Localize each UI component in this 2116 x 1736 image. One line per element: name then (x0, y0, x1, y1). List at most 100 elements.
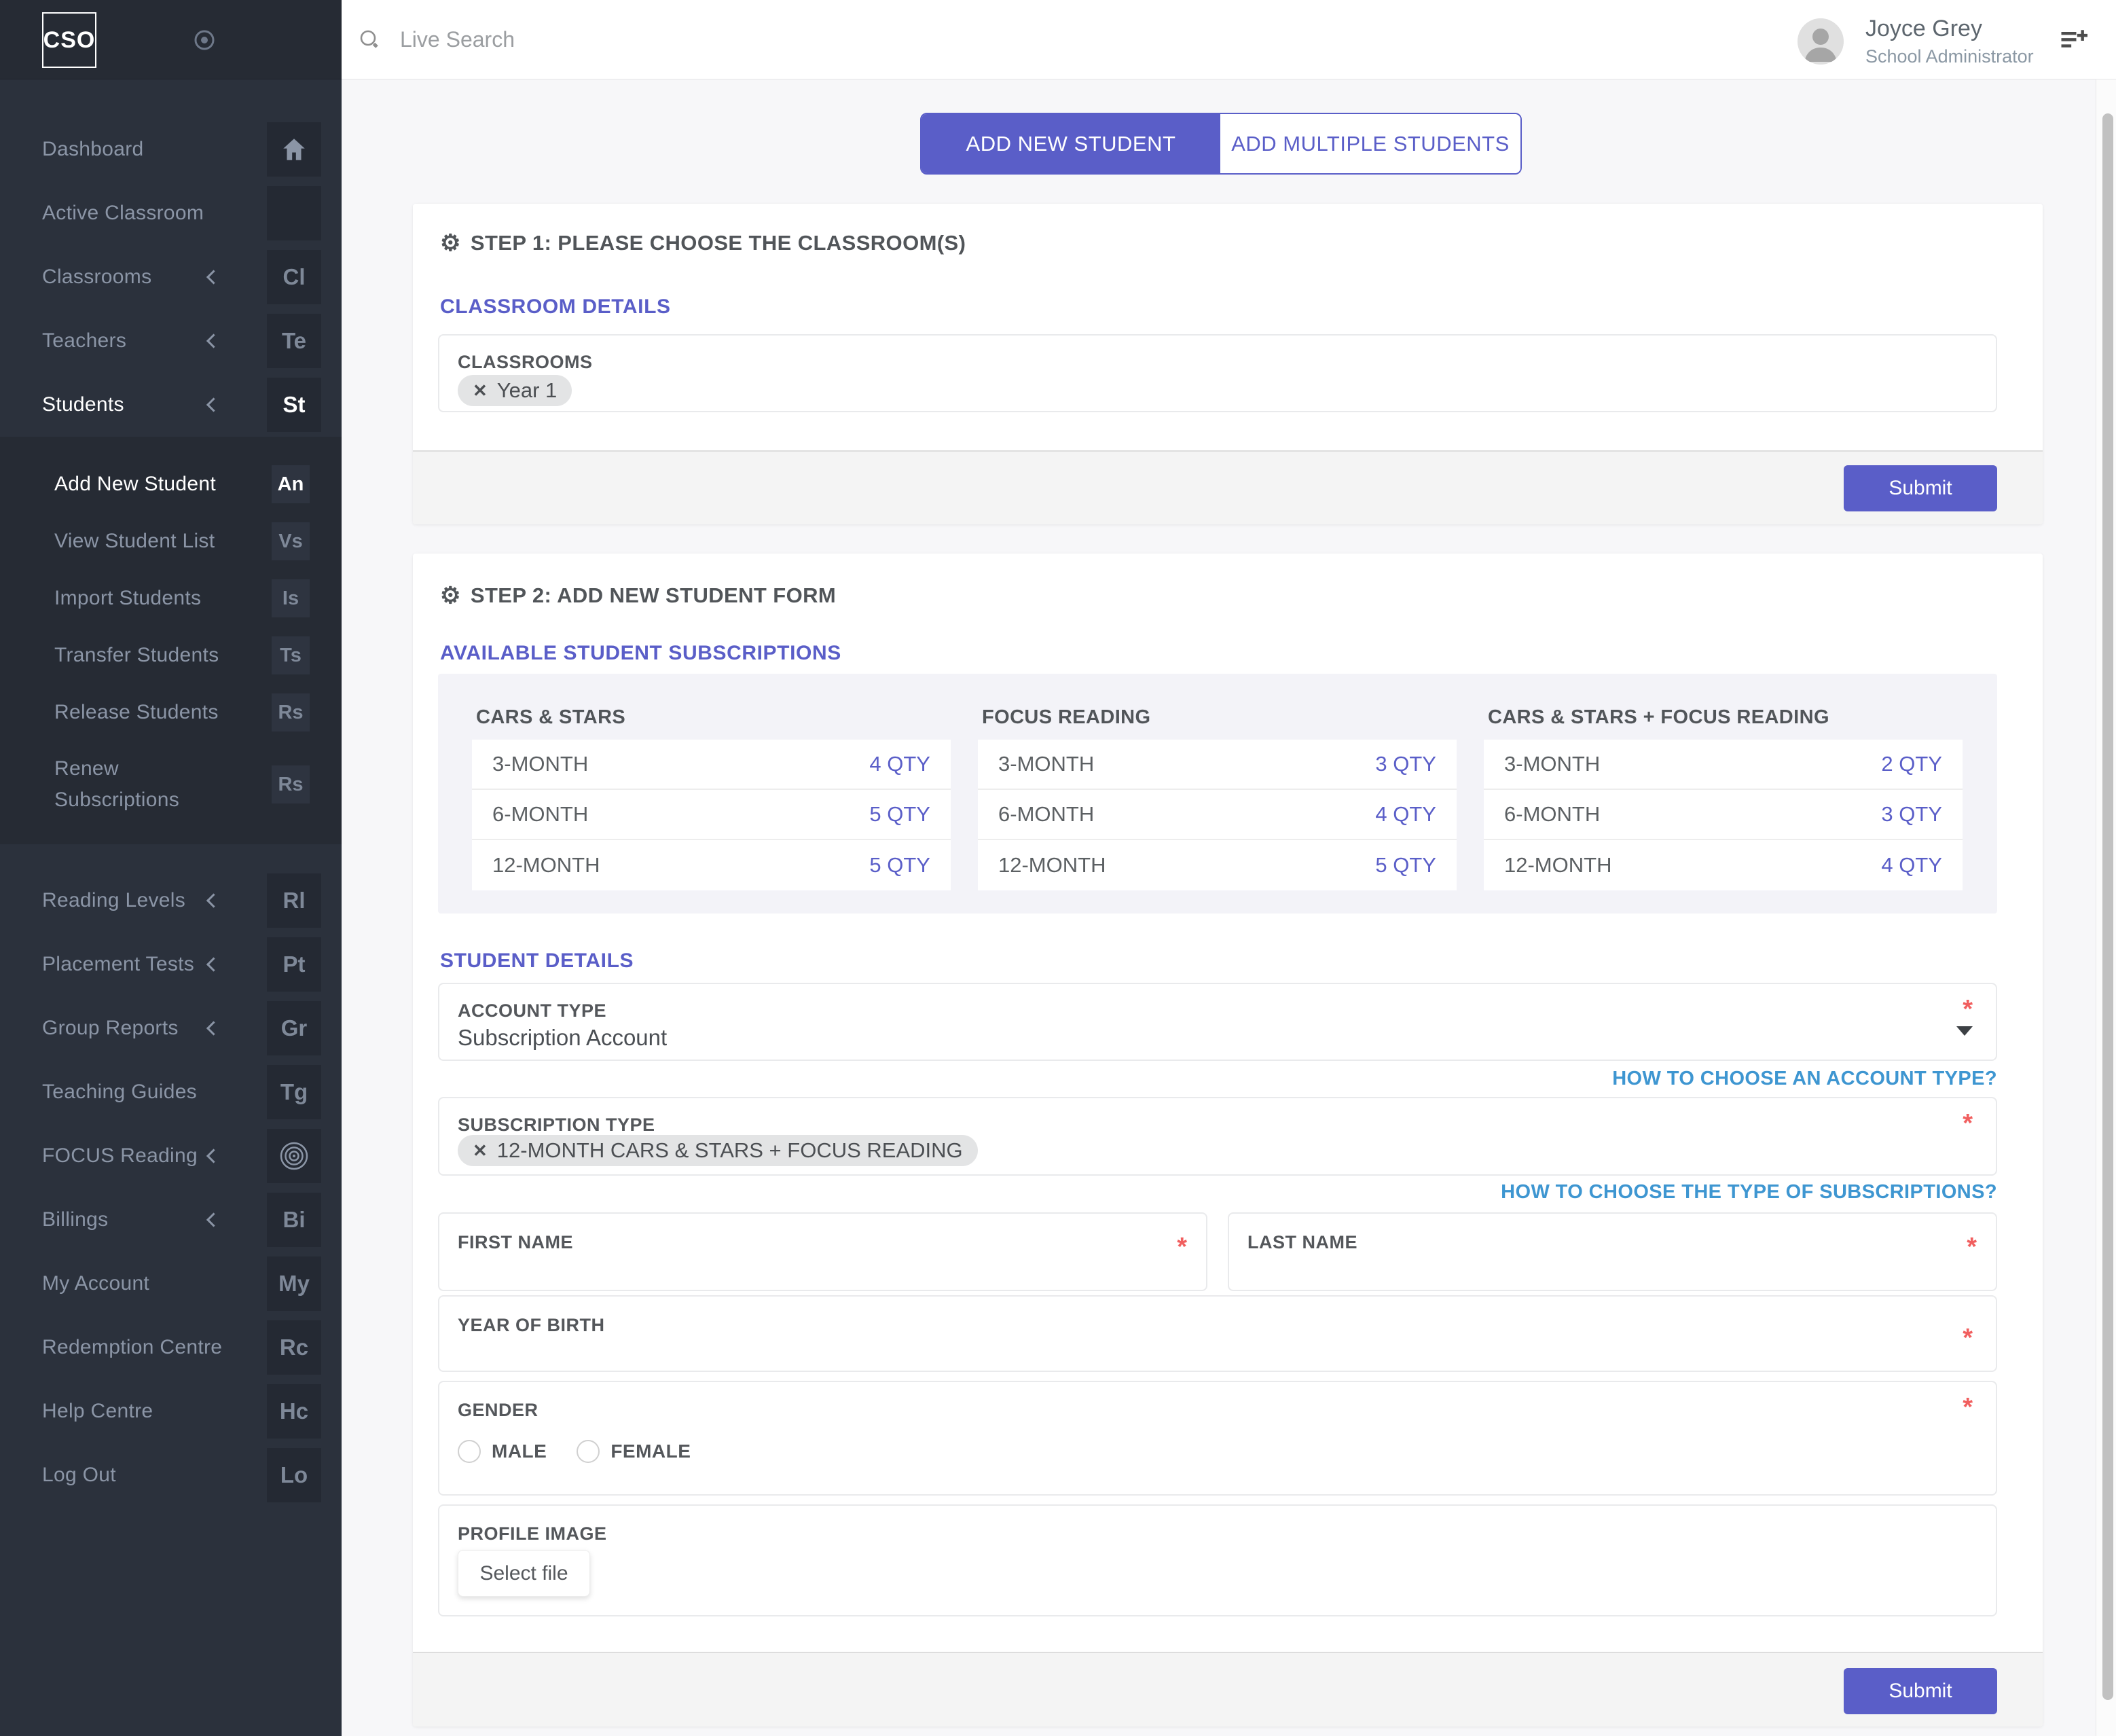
submenu-item-add-new-student[interactable]: Add New Student An (0, 456, 342, 513)
sidebar-badge: Lo (267, 1448, 321, 1502)
submenu-item-view-student-list[interactable]: View Student List Vs (0, 513, 342, 570)
sidebar-item-billings[interactable]: Billings Bi (0, 1188, 342, 1252)
classrooms-label: CLASSROOMS (458, 352, 593, 372)
plan-row: 12-MONTH 5 QTY (472, 840, 951, 890)
last-name-field[interactable]: LAST NAME (1228, 1212, 1997, 1291)
sidebar-badge: Hc (267, 1384, 321, 1439)
record-icon[interactable] (192, 28, 217, 52)
profile-image-field: PROFILE IMAGE Select file (438, 1504, 1997, 1616)
step1-title: STEP 1: PLEASE CHOOSE THE CLASSROOM(S) (440, 230, 966, 257)
gender-radio-group: MALE FEMALE (458, 1440, 691, 1463)
step2-footer: Submit (413, 1652, 2043, 1726)
sidebar-badge: Bi (267, 1193, 321, 1247)
classroom-tag-label: Year 1 (496, 378, 558, 402)
required-asterisk (1963, 1393, 1973, 1422)
plan-qty: 5 QTY (869, 802, 930, 826)
radio-female-label: FEMALE (610, 1441, 691, 1462)
tab-add-new-student[interactable]: ADD NEW STUDENT (922, 114, 1220, 173)
sidebar-item-students[interactable]: Students St (0, 373, 342, 437)
sidebar-item-help-centre[interactable]: Help Centre Hc (0, 1379, 342, 1443)
sidebar-item-group-reports[interactable]: Group Reports Gr (0, 996, 342, 1060)
sidebar-item-label: My Account (42, 1272, 150, 1295)
subscription-type-tag: 12-MONTH CARS & STARS + FOCUS READING (458, 1135, 978, 1166)
submenu-badge: An (272, 465, 310, 503)
remove-tag-icon[interactable] (473, 1140, 488, 1161)
step1-submit-button[interactable]: Submit (1844, 465, 1997, 511)
required-asterisk (1963, 1109, 1973, 1138)
chevron-left-icon (206, 1149, 221, 1163)
submenu-badge: Is (272, 579, 310, 617)
user-role: School Administrator (1865, 46, 2034, 67)
plan-row: 6-MONTH 5 QTY (472, 790, 951, 840)
account-type-select[interactable]: ACCOUNT TYPE Subscription Account (438, 983, 1997, 1061)
plan-term: 6-MONTH (1504, 802, 1601, 826)
gear-icon (440, 582, 471, 609)
sidebar-item-classrooms[interactable]: Classrooms Cl (0, 245, 342, 309)
sidebar-item-teachers[interactable]: Teachers Te (0, 309, 342, 373)
submenu-item-release-students[interactable]: Release Students Rs (0, 684, 342, 741)
sidebar-item-active-classroom[interactable]: Active Classroom (0, 181, 342, 245)
classrooms-multiselect[interactable]: CLASSROOMS Year 1 (438, 334, 1997, 412)
sidebar-item-dashboard[interactable]: Dashboard (0, 117, 342, 181)
sidebar-logo-strip: CSO (0, 0, 342, 79)
select-file-button[interactable]: Select file (458, 1550, 590, 1597)
classroom-tag: Year 1 (458, 375, 572, 406)
submenu-item-label: Release Students (54, 701, 219, 723)
chevron-left-icon (206, 1021, 221, 1036)
account-type-help-link[interactable]: HOW TO CHOOSE AN ACCOUNT TYPE? (1612, 1068, 1997, 1089)
scrollbar-thumb[interactable] (2102, 113, 2113, 1700)
sidebar-item-log-out[interactable]: Log Out Lo (0, 1443, 342, 1507)
plan-cars-stars-focus-reading: CARS & STARS + FOCUS READING 3-MONTH 2 Q… (1484, 706, 1963, 890)
plan-term: 3-MONTH (1504, 752, 1601, 776)
required-asterisk (1963, 1324, 1973, 1353)
sidebar-badge: Tg (267, 1065, 321, 1119)
tab-add-multiple-students[interactable]: ADD MULTIPLE STUDENTS (1220, 114, 1520, 173)
year-of-birth-field[interactable]: YEAR OF BIRTH (438, 1295, 1997, 1372)
sidebar-item-redemption-centre[interactable]: Redemption Centre Rc (0, 1316, 342, 1379)
submenu-item-transfer-students[interactable]: Transfer Students Ts (0, 627, 342, 684)
plan-row: 12-MONTH 5 QTY (978, 840, 1457, 890)
sidebar-badge-empty (267, 186, 321, 240)
app-logo[interactable]: CSO (42, 12, 96, 68)
subscription-type-help-link[interactable]: HOW TO CHOOSE THE TYPE OF SUBSCRIPTIONS? (1501, 1181, 1997, 1203)
main-content: ADD NEW STUDENT ADD MULTIPLE STUDENTS ST… (342, 79, 2116, 1736)
step2-submit-button[interactable]: Submit (1844, 1668, 1997, 1714)
sidebar-item-focus-reading[interactable]: FOCUS Reading (0, 1124, 342, 1188)
radio-female[interactable] (577, 1440, 600, 1463)
account-type-label: ACCOUNT TYPE (458, 1000, 607, 1021)
subscription-type-multiselect[interactable]: SUBSCRIPTION TYPE 12-MONTH CARS & STARS … (438, 1097, 1997, 1176)
gender-label: GENDER (458, 1400, 539, 1420)
sidebar-item-label: Help Centre (42, 1400, 153, 1422)
plan-qty: 5 QTY (1375, 853, 1436, 877)
gender-field: GENDER MALE FEMALE (438, 1381, 1997, 1496)
plan-rows: 3-MONTH 2 QTY 6-MONTH 3 QTY 12-MONTH 4 Q… (1484, 740, 1963, 890)
gear-icon (440, 230, 471, 257)
classroom-details-heading: CLASSROOM DETAILS (440, 295, 671, 318)
submenu-item-label: View Student List (54, 530, 215, 552)
remove-tag-icon[interactable] (473, 380, 488, 401)
chevron-left-icon (206, 1212, 221, 1227)
topbar: Joyce Grey School Administrator (342, 0, 2116, 79)
search-icon (359, 29, 382, 55)
user-menu[interactable]: Joyce Grey School Administrator (1798, 16, 2034, 67)
sidebar-item-my-account[interactable]: My Account My (0, 1252, 342, 1316)
first-name-field[interactable]: FIRST NAME (438, 1212, 1207, 1291)
submenu-item-renew-subscriptions[interactable]: Renew Subscriptions Rs (0, 741, 342, 828)
submenu-item-import-students[interactable]: Import Students Is (0, 570, 342, 627)
sidebar-item-placement-tests[interactable]: Placement Tests Pt (0, 933, 342, 996)
sidebar-menu-bottom: Reading Levels Rl Placement Tests Pt Gro… (0, 844, 342, 1507)
search-input[interactable] (400, 19, 875, 60)
plan-title: FOCUS READING (982, 706, 1151, 728)
chevron-left-icon (206, 893, 221, 908)
subscriptions-heading: AVAILABLE STUDENT SUBSCRIPTIONS (440, 642, 841, 664)
sidebar-item-label: Group Reports (42, 1017, 179, 1039)
sidebar-item-teaching-guides[interactable]: Teaching Guides Tg (0, 1060, 342, 1124)
sidebar-item-reading-levels[interactable]: Reading Levels Rl (0, 869, 342, 933)
plan-qty: 2 QTY (1881, 752, 1942, 776)
step1-title-text: STEP 1: PLEASE CHOOSE THE CLASSROOM(S) (470, 231, 966, 255)
radio-male[interactable] (458, 1440, 481, 1463)
plan-row: 3-MONTH 2 QTY (1484, 740, 1963, 790)
page-scrollbar[interactable] (2096, 79, 2116, 1736)
playlist-add-icon[interactable] (2058, 24, 2088, 54)
plan-row: 12-MONTH 4 QTY (1484, 840, 1963, 890)
